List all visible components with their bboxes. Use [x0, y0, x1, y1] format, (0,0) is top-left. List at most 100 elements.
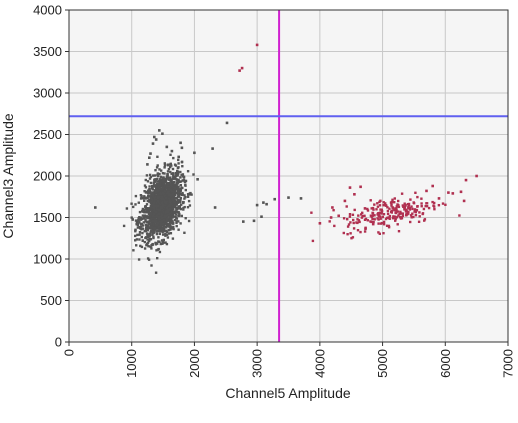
data-point — [181, 191, 184, 195]
data-point — [176, 210, 179, 213]
data-point — [329, 216, 333, 219]
data-point — [168, 177, 171, 181]
data-point — [154, 189, 157, 192]
data-point — [177, 189, 181, 192]
data-point — [172, 186, 175, 190]
data-point — [141, 224, 145, 227]
data-point — [156, 248, 160, 251]
data-point — [171, 220, 174, 223]
data-point — [152, 185, 156, 188]
data-point — [380, 210, 384, 213]
data-point — [427, 206, 431, 210]
data-point — [168, 204, 172, 208]
data-point — [395, 205, 398, 208]
data-point — [149, 152, 152, 155]
data-point — [142, 216, 146, 219]
data-point — [388, 207, 391, 210]
data-point — [137, 219, 140, 222]
y-tick-label: 1500 — [33, 210, 62, 225]
data-point — [172, 174, 175, 178]
data-point — [170, 197, 174, 200]
data-point — [177, 155, 180, 159]
data-point — [176, 200, 179, 203]
data-point — [156, 164, 159, 167]
data-point — [157, 199, 160, 203]
data-point — [147, 207, 150, 210]
data-point — [170, 172, 174, 175]
data-point — [422, 207, 426, 211]
data-point — [162, 192, 166, 196]
data-point — [156, 185, 159, 189]
data-point — [146, 163, 149, 166]
data-point — [167, 164, 170, 167]
data-point — [382, 204, 385, 207]
data-point — [376, 212, 380, 215]
data-point — [183, 197, 186, 200]
data-point — [152, 208, 156, 211]
series-1 — [94, 121, 303, 274]
data-point — [189, 191, 192, 195]
data-point — [156, 207, 160, 210]
data-point — [150, 222, 153, 225]
data-point — [175, 224, 178, 228]
data-point — [144, 178, 147, 182]
data-point — [398, 213, 401, 216]
data-point — [145, 203, 149, 206]
data-point — [135, 220, 139, 223]
data-point — [158, 196, 161, 199]
data-point — [153, 200, 156, 203]
data-point — [160, 230, 164, 233]
data-point — [371, 222, 375, 226]
data-point — [165, 220, 169, 223]
data-point — [181, 193, 184, 196]
data-point — [399, 217, 403, 220]
data-point — [348, 186, 352, 189]
data-point — [169, 170, 172, 174]
data-point — [158, 178, 161, 181]
data-point — [382, 232, 385, 235]
data-point — [168, 195, 172, 198]
data-point — [373, 218, 376, 221]
data-point — [148, 185, 151, 188]
data-point — [147, 216, 150, 219]
data-point — [337, 214, 340, 218]
data-point — [139, 218, 142, 221]
data-point — [167, 187, 170, 190]
data-point — [171, 227, 174, 230]
data-point — [142, 208, 145, 211]
data-point — [180, 203, 183, 206]
data-point — [154, 195, 157, 198]
data-point — [154, 191, 157, 194]
data-point — [255, 43, 259, 47]
data-point — [397, 199, 400, 203]
data-point — [164, 196, 167, 199]
data-point — [160, 214, 164, 218]
data-point — [177, 187, 180, 191]
data-point — [163, 204, 166, 207]
data-point — [386, 209, 390, 213]
data-point — [167, 167, 171, 171]
data-point — [331, 206, 334, 209]
data-point — [160, 195, 164, 198]
data-point — [173, 218, 177, 222]
data-point — [190, 193, 193, 196]
data-point — [437, 204, 441, 207]
data-point — [177, 207, 181, 210]
data-point — [380, 221, 384, 225]
data-point — [382, 213, 386, 216]
data-point — [143, 195, 146, 198]
data-point — [173, 183, 177, 186]
data-point — [342, 217, 346, 220]
data-point — [390, 200, 393, 204]
data-point — [148, 188, 151, 191]
data-point — [144, 223, 148, 227]
data-point — [153, 180, 157, 183]
data-point — [160, 169, 163, 172]
data-point — [152, 206, 155, 210]
data-point — [161, 132, 164, 135]
data-point — [154, 241, 157, 245]
data-point — [423, 218, 427, 221]
data-point — [141, 239, 144, 242]
data-point — [163, 225, 166, 228]
data-point — [165, 211, 168, 214]
